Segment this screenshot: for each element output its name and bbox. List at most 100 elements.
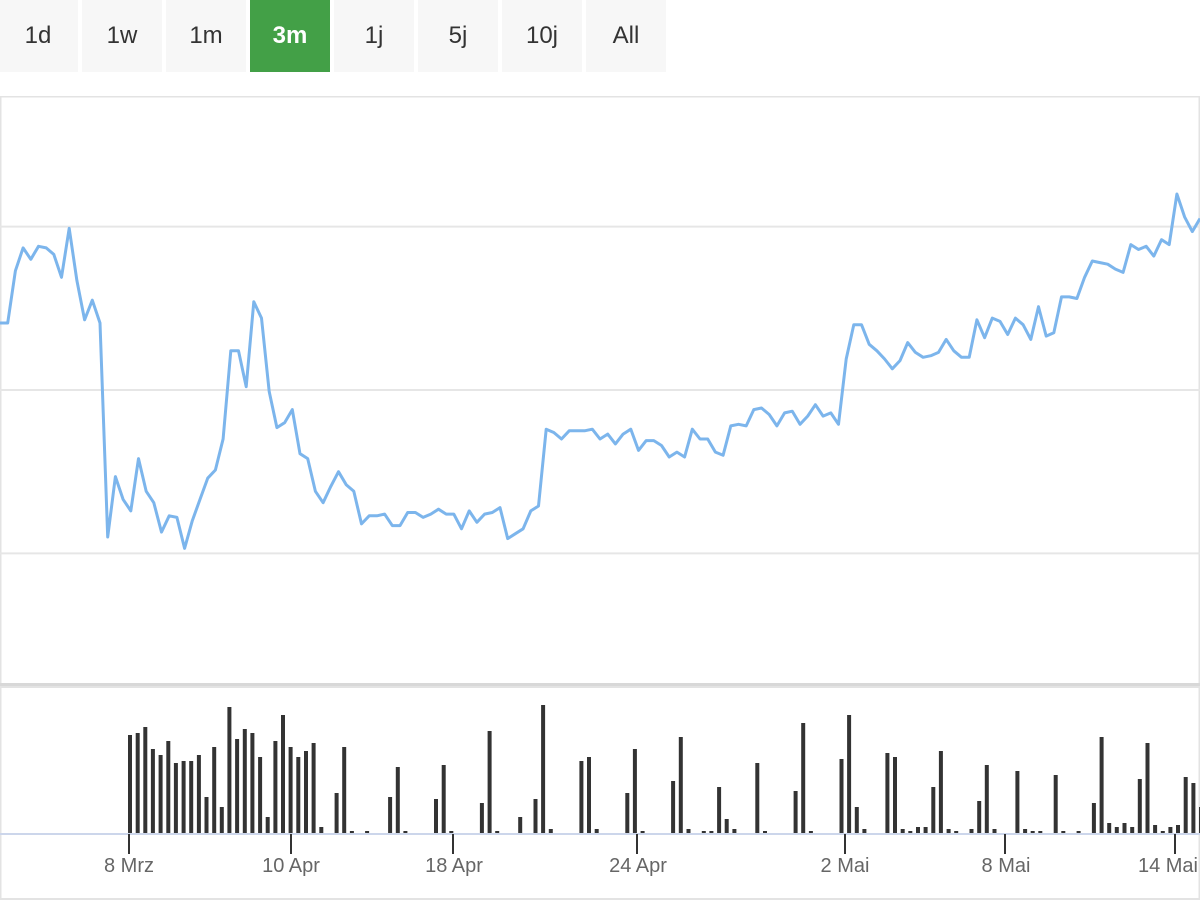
volume-bar bbox=[808, 831, 813, 833]
volume-bar bbox=[296, 757, 301, 833]
range-button-all[interactable]: All bbox=[586, 0, 666, 72]
volume-bar bbox=[173, 763, 178, 833]
volume-bar bbox=[625, 793, 630, 833]
volume-bar bbox=[441, 765, 446, 833]
volume-bar bbox=[365, 831, 370, 833]
volume-bar bbox=[304, 751, 308, 833]
volume-bar bbox=[801, 723, 806, 833]
range-button-5j[interactable]: 5j bbox=[418, 0, 498, 72]
volume-bar bbox=[128, 735, 132, 833]
x-tick-label: 18 Apr bbox=[425, 855, 483, 877]
x-axis-ticks: 8 Mrz 10 Apr 18 Apr 24 Apr 2 Mai 8 Mai 1… bbox=[104, 834, 1198, 877]
volume-bar bbox=[281, 715, 285, 833]
volume-bar bbox=[403, 831, 408, 833]
volume-bar bbox=[908, 831, 913, 833]
volume-bar bbox=[640, 831, 645, 833]
volume-bar bbox=[533, 799, 538, 833]
volume-bar bbox=[717, 787, 722, 833]
volume-bar bbox=[678, 737, 683, 833]
range-button-1m[interactable]: 1m bbox=[166, 0, 246, 72]
volume-bar bbox=[686, 829, 691, 833]
volume-bar bbox=[1091, 803, 1096, 833]
volume-bar bbox=[288, 747, 293, 833]
range-button-10j[interactable]: 10j bbox=[502, 0, 582, 72]
gridlines bbox=[0, 225, 1200, 555]
volume-bar bbox=[311, 743, 316, 833]
volume-bar bbox=[1038, 831, 1043, 833]
volume-bar bbox=[181, 761, 186, 833]
volume-bar bbox=[701, 831, 706, 833]
volume-bar bbox=[219, 807, 224, 833]
volume-bar bbox=[632, 749, 637, 833]
volume-bar bbox=[1191, 783, 1196, 833]
volume-bar bbox=[158, 755, 163, 833]
volume-bar bbox=[319, 827, 324, 833]
volume-bars bbox=[128, 705, 1200, 833]
volume-bar bbox=[862, 829, 867, 833]
x-tick-label: 8 Mrz bbox=[104, 855, 154, 877]
x-tick-label: 14 Mai bbox=[1138, 855, 1198, 877]
volume-bar bbox=[594, 829, 599, 833]
volume-bar bbox=[1061, 831, 1066, 833]
range-button-1d[interactable]: 1d bbox=[0, 0, 78, 72]
volume-bar bbox=[900, 829, 905, 833]
x-tick-label: 8 Mai bbox=[982, 855, 1031, 877]
volume-bar bbox=[242, 729, 247, 833]
volume-bar bbox=[755, 763, 760, 833]
volume-bar bbox=[946, 829, 951, 833]
volume-bar bbox=[724, 819, 729, 833]
x-tick-label: 24 Apr bbox=[609, 855, 667, 877]
volume-bar bbox=[839, 759, 844, 833]
volume-bar bbox=[1053, 775, 1058, 833]
volume-bar bbox=[1023, 829, 1028, 833]
volume-bar bbox=[150, 749, 155, 833]
volume-bar bbox=[189, 761, 194, 833]
volume-bar bbox=[1153, 825, 1158, 833]
volume-bar bbox=[235, 739, 240, 833]
volume-bar bbox=[984, 765, 989, 833]
volume-bar bbox=[1130, 827, 1135, 833]
volume-bar bbox=[479, 803, 484, 833]
volume-bar bbox=[487, 731, 492, 833]
volume-bar bbox=[854, 807, 859, 833]
volume-bar bbox=[434, 799, 438, 833]
volume-bar bbox=[495, 831, 500, 833]
price-volume-chart: 8 Mrz 10 Apr 18 Apr 24 Apr 2 Mai 8 Mai 1… bbox=[0, 96, 1200, 900]
range-button-1j[interactable]: 1j bbox=[334, 0, 414, 72]
volume-bar bbox=[885, 753, 890, 833]
volume-bar bbox=[954, 831, 959, 833]
volume-bar bbox=[1099, 737, 1104, 833]
x-tick-label: 10 Apr bbox=[262, 855, 320, 877]
x-tick-label: 2 Mai bbox=[821, 855, 870, 877]
volume-bar bbox=[1114, 827, 1119, 833]
volume-bar bbox=[258, 757, 263, 833]
volume-bar bbox=[349, 831, 354, 833]
chart-area: 8 Mrz 10 Apr 18 Apr 24 Apr 2 Mai 8 Mai 1… bbox=[0, 96, 1200, 900]
volume-bar bbox=[1168, 827, 1173, 833]
volume-bar bbox=[847, 715, 852, 833]
range-selector: 1d 1w 1m 3m 1j 5j 10j All bbox=[0, 0, 1200, 72]
volume-bar bbox=[548, 829, 553, 833]
range-button-3m[interactable]: 3m bbox=[250, 0, 330, 72]
price-line bbox=[0, 192, 1200, 550]
range-button-1w[interactable]: 1w bbox=[82, 0, 162, 72]
volume-bar bbox=[227, 707, 232, 833]
volume-bar bbox=[143, 727, 148, 833]
volume-bar bbox=[977, 801, 982, 833]
volume-bar bbox=[732, 829, 737, 833]
volume-bar bbox=[541, 705, 546, 833]
volume-bar bbox=[273, 741, 278, 833]
volume-bar bbox=[893, 757, 897, 833]
volume-bar bbox=[579, 761, 584, 833]
volume-bar bbox=[992, 829, 997, 833]
volume-bar bbox=[587, 757, 591, 833]
volume-bar bbox=[938, 751, 943, 833]
volume-bar bbox=[518, 817, 523, 833]
volume-bar bbox=[1183, 777, 1188, 833]
price-line-layer bbox=[0, 192, 1200, 550]
volume-bar bbox=[204, 797, 209, 833]
volume-bar bbox=[1107, 823, 1112, 833]
volume-bar bbox=[135, 733, 140, 833]
volume-bar bbox=[265, 817, 270, 833]
volume-bar bbox=[671, 781, 676, 833]
